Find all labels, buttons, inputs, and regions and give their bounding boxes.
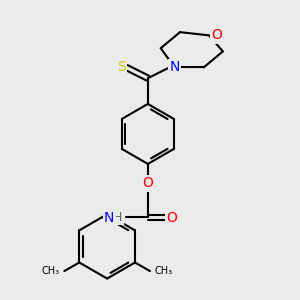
Text: N: N <box>169 61 180 74</box>
Text: O: O <box>166 211 177 224</box>
Text: S: S <box>117 61 125 74</box>
Text: N: N <box>104 211 115 224</box>
Text: CH₃: CH₃ <box>154 266 172 276</box>
Text: CH₃: CH₃ <box>42 266 60 276</box>
Text: O: O <box>142 176 153 190</box>
Text: O: O <box>211 28 222 42</box>
Text: H: H <box>113 211 122 224</box>
